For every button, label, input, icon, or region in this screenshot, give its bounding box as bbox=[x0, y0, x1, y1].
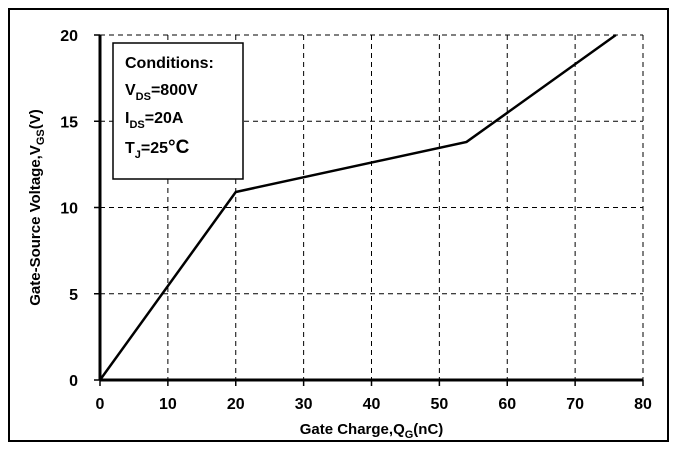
x-tick-label: 40 bbox=[363, 396, 381, 413]
x-tick-label: 10 bbox=[159, 396, 177, 413]
condition-vds: VDS=800V bbox=[125, 82, 198, 103]
x-tick-label: 20 bbox=[227, 396, 245, 413]
y-tick-label: 15 bbox=[60, 114, 78, 131]
y-tick-label: 5 bbox=[69, 287, 78, 304]
conditions-title: Conditions: bbox=[125, 55, 214, 72]
x-tick-label: 80 bbox=[634, 396, 652, 413]
y-axis-title: Gate-Source Voltage,VGS(V) bbox=[27, 109, 47, 306]
y-tick-label: 20 bbox=[60, 28, 78, 45]
condition-ids: IDS=20A bbox=[125, 110, 184, 131]
conditions-box-border bbox=[112, 42, 244, 180]
y-tick-label: 10 bbox=[60, 201, 78, 218]
x-tick-label: 50 bbox=[430, 396, 448, 413]
series bbox=[98, 33, 617, 381]
conditions-box: Conditions: VDS=800V IDS=20A TJ=25°C bbox=[112, 42, 244, 180]
tick-labels: 0 10 20 30 40 50 60 70 80 0 5 10 15 20 bbox=[60, 28, 652, 413]
series-line bbox=[98, 33, 617, 381]
x-tick-label: 70 bbox=[566, 396, 584, 413]
x-tick-label: 30 bbox=[295, 396, 313, 413]
condition-tj: TJ=25°C bbox=[125, 137, 190, 161]
x-tick-label: 60 bbox=[498, 396, 516, 413]
y-tick-label: 0 bbox=[69, 373, 78, 390]
x-axis-title: Gate Charge,QG(nC) bbox=[300, 421, 444, 441]
x-tick-label: 0 bbox=[96, 396, 105, 413]
